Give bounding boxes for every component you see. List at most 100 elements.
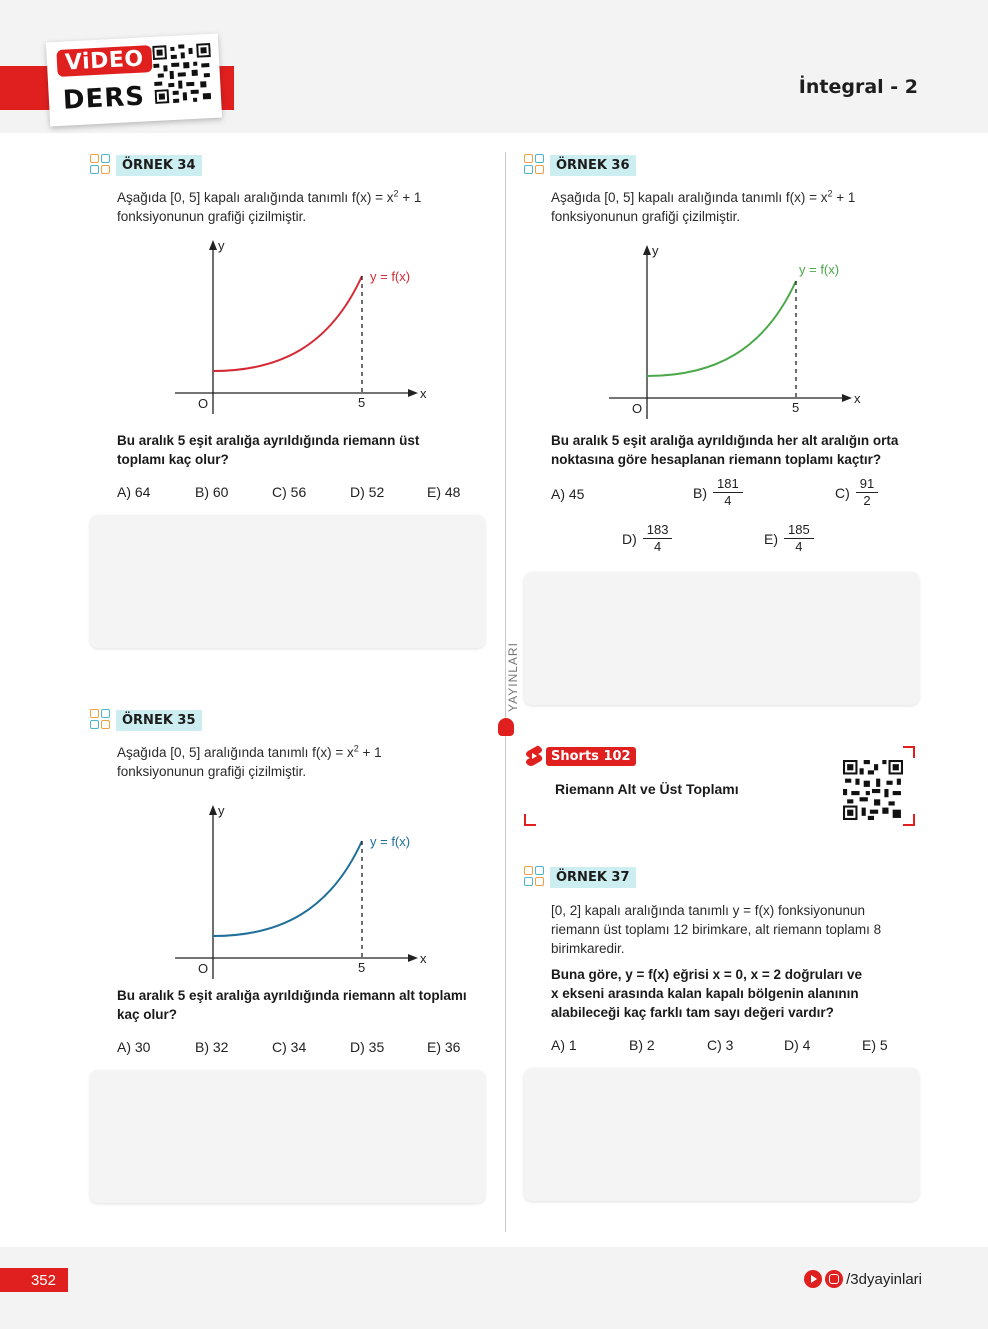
- fraction-denominator: 4: [795, 539, 803, 554]
- qr-code-icon[interactable]: [152, 42, 214, 105]
- q34-intro: Aşağıda [0, 5] kapalı aralığında tanımlı…: [117, 188, 421, 226]
- option-letter: D): [622, 530, 637, 547]
- q36-option-e[interactable]: E) 185 4: [764, 522, 814, 555]
- q36-question: Bu aralık 5 eşit aralığa ayrıldığında he…: [551, 431, 898, 469]
- example-tag-label: ÖRNEK 36: [550, 154, 636, 176]
- youtube-icon[interactable]: [804, 1270, 823, 1288]
- q36-option-a[interactable]: A) 45: [551, 486, 585, 502]
- q34-intro-line1: Aşağıda [0, 5] kapalı aralığında tanımlı…: [117, 190, 394, 205]
- q35-intro-tail: + 1: [358, 745, 382, 760]
- q37-answer-area[interactable]: [524, 1068, 919, 1201]
- fraction-numerator: 181: [713, 476, 743, 493]
- option-letter: E): [764, 530, 778, 547]
- qr-code-icon[interactable]: [843, 760, 903, 820]
- q37-question-line2: x ekseni arasında kalan kapalı bölgenin …: [551, 986, 859, 1001]
- q34-question: Bu aralık 5 eşit aralığa ayrıldığında ri…: [117, 431, 419, 469]
- q35-intro-line2: fonksiyonunun grafiği çizilmiştir.: [117, 764, 307, 779]
- q37-question-line1: Buna göre, y = f(x) eğrisi x = 0, x = 2 …: [551, 967, 862, 982]
- q35-option-b[interactable]: B) 32: [195, 1039, 229, 1055]
- q35-graph: y x O 5 y = f(x): [175, 803, 427, 979]
- fraction: 183 4: [642, 522, 673, 555]
- social-links[interactable]: /3dyayinlari: [804, 1270, 922, 1288]
- q35-question-line2: kaç olur?: [117, 1007, 178, 1022]
- q35-option-a[interactable]: A) 30: [117, 1039, 151, 1055]
- q36-exponent: 2: [827, 188, 833, 199]
- x-axis-arrow-icon: [408, 389, 418, 397]
- q37-option-e[interactable]: E) 5: [862, 1037, 888, 1053]
- grid-icon: [90, 709, 112, 731]
- fraction: 185 4: [784, 522, 814, 555]
- social-handle[interactable]: /3dyayinlari: [846, 1270, 922, 1288]
- q34-question-line2: toplamı kaç olur?: [117, 452, 229, 467]
- q35-answer-area[interactable]: [90, 1070, 485, 1203]
- q35-option-c[interactable]: C) 34: [272, 1039, 307, 1055]
- q34-option-c[interactable]: C) 56: [272, 484, 307, 500]
- q35-question-line1: Bu aralık 5 eşit aralığa ayrıldığında ri…: [117, 988, 467, 1003]
- y-axis-label: y: [218, 803, 225, 818]
- example-tag-35: ÖRNEK 35: [90, 709, 202, 731]
- example-tag-label: ÖRNEK 35: [116, 709, 202, 731]
- q36-graph: y x O 5 y = f(x): [609, 243, 861, 419]
- option-letter: B): [693, 484, 707, 501]
- q34-intro-tail: + 1: [398, 190, 422, 205]
- shorts-title: Riemann Alt ve Üst Toplamı: [555, 781, 739, 797]
- q36-intro-line1: Aşağıda [0, 5] kapalı aralığında tanımlı…: [551, 190, 828, 205]
- fraction-numerator: 91: [855, 476, 879, 493]
- q36-option-c[interactable]: C) 91 2: [835, 476, 879, 509]
- y-axis-label: y: [218, 238, 225, 253]
- fraction: 181 4: [713, 476, 743, 509]
- x-axis-arrow-icon: [408, 954, 418, 962]
- brand-vertical-text: YAYINLARI: [506, 642, 520, 712]
- fraction-numerator: 185: [784, 522, 814, 539]
- q34-option-d[interactable]: D) 52: [350, 484, 385, 500]
- curve-label: y = f(x): [370, 834, 410, 849]
- corner-bracket: [903, 814, 915, 826]
- q34-option-b[interactable]: B) 60: [195, 484, 229, 500]
- q34-answer-area[interactable]: [90, 515, 485, 648]
- q35-option-d[interactable]: D) 35: [350, 1039, 385, 1055]
- q34-option-a[interactable]: A) 64: [117, 484, 151, 500]
- video-badge: ViDEO: [56, 45, 153, 77]
- video-ders-card[interactable]: ViDEO DERS: [45, 33, 223, 127]
- shorts-icon: [526, 745, 543, 766]
- footer-band: [0, 1247, 988, 1329]
- shorts-badge[interactable]: Shorts 102: [546, 747, 636, 766]
- q36-answer-area[interactable]: [524, 572, 919, 705]
- instagram-icon[interactable]: [825, 1270, 844, 1288]
- grid-icon: [524, 154, 546, 176]
- fraction-denominator: 2: [863, 493, 871, 508]
- x-axis-arrow-icon: [842, 394, 852, 402]
- curve-label: y = f(x): [799, 262, 839, 277]
- q35-question: Bu aralık 5 eşit aralığa ayrıldığında ri…: [117, 986, 467, 1024]
- y-axis-arrow-icon: [643, 245, 651, 255]
- q34-option-e[interactable]: E) 48: [427, 484, 461, 500]
- q35-intro: Aşağıda [0, 5] aralığında tanımlı f(x) =…: [117, 743, 382, 781]
- brand-vertical: YAYINLARI: [488, 640, 524, 750]
- q37-option-d[interactable]: D) 4: [784, 1037, 811, 1053]
- q37-option-c[interactable]: C) 3: [707, 1037, 734, 1053]
- grid-icon: [90, 154, 112, 176]
- x-mark-label: 5: [792, 400, 799, 415]
- q37-intro-line3: birimkaredir.: [551, 941, 625, 956]
- example-tag-37: ÖRNEK 37: [524, 866, 636, 888]
- q37-question: Buna göre, y = f(x) eğrisi x = 0, x = 2 …: [551, 965, 862, 1022]
- page-number: 352: [0, 1268, 68, 1292]
- corner-bracket: [903, 746, 915, 758]
- q37-option-b[interactable]: B) 2: [629, 1037, 655, 1053]
- function-curve: [646, 280, 797, 377]
- grid-icon: [524, 866, 546, 888]
- q34-exponent: 2: [393, 188, 399, 199]
- q37-intro: [0, 2] kapalı aralığında tanımlı y = f(x…: [551, 901, 881, 958]
- q36-question-line2: noktasına göre hesaplanan riemann toplam…: [551, 452, 882, 467]
- fraction: 91 2: [855, 476, 879, 509]
- origin-label: O: [198, 961, 208, 976]
- header-red-bar-right: [218, 66, 234, 110]
- q35-option-e[interactable]: E) 36: [427, 1039, 461, 1055]
- q36-option-b[interactable]: B) 181 4: [693, 476, 743, 509]
- q34-graph: y x O 5 y = f(x): [175, 238, 427, 414]
- q36-option-d[interactable]: D) 183 4: [622, 522, 673, 555]
- example-tag-label: ÖRNEK 34: [116, 154, 202, 176]
- q37-option-a[interactable]: A) 1: [551, 1037, 577, 1053]
- x-mark-label: 5: [358, 395, 365, 410]
- q34-intro-line2: fonksiyonunun grafiği çizilmiştir.: [117, 209, 307, 224]
